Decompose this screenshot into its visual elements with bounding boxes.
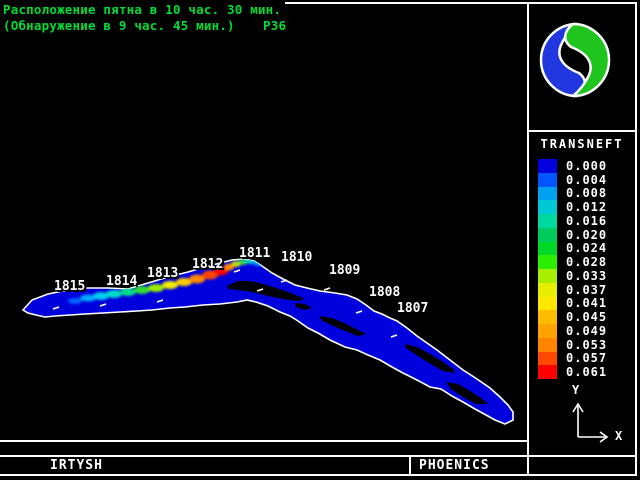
legend-row: 0.004 <box>538 173 637 187</box>
station-label-1814: 1814 <box>106 274 138 289</box>
logo-panel-divider <box>527 130 637 132</box>
station-label-1813: 1813 <box>147 266 179 281</box>
legend-swatch <box>538 186 557 201</box>
station-label-1807: 1807 <box>397 301 429 316</box>
legend-value: 0.061 <box>566 365 608 380</box>
station-label-1812: 1812 <box>192 257 224 272</box>
legend-swatch <box>538 159 557 173</box>
legend-row: 0.061 <box>538 365 637 379</box>
title-line-2: (Обнаружение в 9 час. 45 мин.) <box>3 18 235 33</box>
legend-row: 0.037 <box>538 283 637 297</box>
station-label-1808: 1808 <box>369 285 401 300</box>
river-islands <box>227 281 488 404</box>
legend-value: 0.020 <box>566 227 608 242</box>
legend-swatch <box>538 200 557 214</box>
legend-value: 0.004 <box>566 172 608 187</box>
legend-swatch <box>538 351 557 366</box>
legend-row: 0.033 <box>538 269 637 283</box>
legend-row: 0.012 <box>538 200 637 214</box>
legend-value: 0.041 <box>566 296 608 311</box>
legend-swatch <box>538 172 557 187</box>
legend-value: 0.037 <box>566 282 608 297</box>
station-label-1815: 1815 <box>54 279 86 294</box>
title-line-1: Расположение пятна в 10 час. 30 мин. <box>3 2 282 17</box>
river-shape <box>21 258 514 425</box>
legend-value: 0.033 <box>566 268 608 283</box>
legend-row: 0.045 <box>538 310 637 324</box>
legend-value: 0.053 <box>566 337 608 352</box>
legend-row: 0.057 <box>538 351 637 366</box>
transneft-logo <box>539 22 611 98</box>
legend-value: 0.045 <box>566 310 608 325</box>
statusbar-divider <box>409 455 411 476</box>
legend-swatch <box>538 241 557 256</box>
legend-row: 0.016 <box>538 214 637 228</box>
legend-swatch <box>538 337 557 352</box>
legend-swatch <box>538 255 557 269</box>
legend-swatch <box>538 282 557 297</box>
legend-row: 0.024 <box>538 241 637 256</box>
legend-row: 0.049 <box>538 324 637 338</box>
station-label-1809: 1809 <box>329 263 361 278</box>
legend-value: 0.008 <box>566 186 608 201</box>
statusbar-program-name: PHOENICS <box>419 458 490 473</box>
oil-plume <box>68 259 265 304</box>
flow-markers <box>52 269 398 338</box>
legend-swatch <box>538 365 557 379</box>
legend-value: 0.049 <box>566 323 608 338</box>
statusbar-case-name: IRTYSH <box>50 458 103 473</box>
legend-row: 0.008 <box>538 186 637 201</box>
run-code: P36 <box>263 18 287 33</box>
legend-swatch <box>538 296 557 311</box>
legend-row: 0.041 <box>538 296 637 311</box>
axis-arrows <box>572 402 609 443</box>
legend: 0.000 0.004 0.008 0.012 0.016 0.020 0.02… <box>527 159 637 379</box>
legend-value: 0.024 <box>566 241 608 256</box>
axis-y-label: Y <box>572 383 580 397</box>
top-border-line <box>285 2 637 4</box>
station-label-1810: 1810 <box>281 250 313 265</box>
legend-value: 0.012 <box>566 200 608 215</box>
legend-value: 0.000 <box>566 158 608 173</box>
legend-row: 0.053 <box>538 338 637 352</box>
legend-swatch <box>538 214 557 228</box>
legend-value: 0.028 <box>566 255 608 270</box>
statusbar-top-line <box>0 455 637 457</box>
station-label-1811: 1811 <box>239 246 271 261</box>
axis-x-label: X <box>615 429 623 443</box>
panel-left-border <box>527 2 529 475</box>
legend-value: 0.057 <box>566 351 608 366</box>
statusbar-bottom-line <box>0 474 637 476</box>
legend-row: 0.028 <box>538 255 637 269</box>
legend-swatch <box>538 324 557 338</box>
legend-title: TRANSNEFT <box>540 137 624 151</box>
plot-bottom-border <box>0 440 529 442</box>
legend-row: 0.000 <box>538 159 637 173</box>
legend-row: 0.020 <box>538 228 637 242</box>
legend-swatch <box>538 269 557 283</box>
legend-value: 0.016 <box>566 213 608 228</box>
logo-green-half <box>564 22 611 98</box>
legend-swatch <box>538 310 557 324</box>
legend-swatch <box>538 227 557 242</box>
panel-right-border <box>635 2 637 475</box>
